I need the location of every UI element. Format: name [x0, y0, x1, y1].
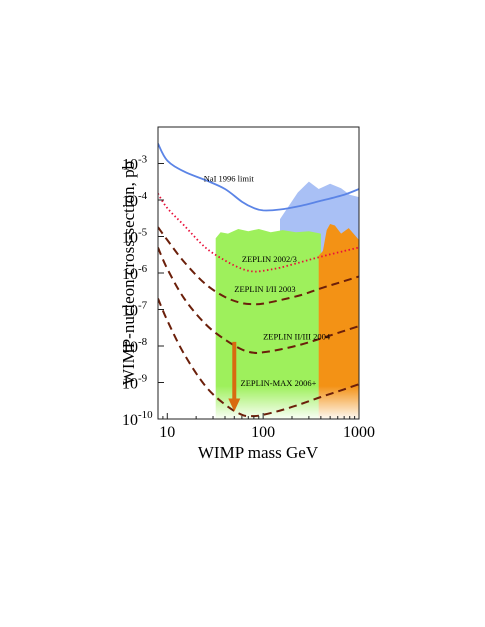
x-tick-label: 10	[159, 424, 175, 441]
curve-annotations: NaI 1996 limit ZEPLIN 2002/3 ZEPLIN I/II 2…	[204, 174, 331, 388]
bottom-fade	[158, 386, 359, 419]
region-2	[318, 224, 359, 419]
x-axis-title: WIMP mass GeV	[198, 443, 319, 462]
annotation-3: ZEPLIN II/III 2004	[263, 332, 331, 342]
y-axis-title: WIMP-nucleon cross-section, pb	[119, 161, 138, 385]
curve-0	[158, 143, 359, 212]
curve-3	[158, 247, 359, 355]
annotation-1: ZEPLIN 2002/3	[242, 254, 297, 264]
y-tick-label: 10-10	[122, 409, 153, 429]
annotation-2: ZEPLIN I/II 2003	[234, 284, 295, 294]
curve-2	[158, 226, 359, 306]
shaded-regions	[215, 181, 359, 419]
x-tick-label: 1000	[343, 424, 375, 441]
x-tick-labels: 10 100 1000	[159, 424, 375, 441]
region-1	[215, 229, 321, 419]
x-tick-label: 100	[251, 424, 275, 441]
annotation-4: ZEPLIN-MAX 2006+	[241, 378, 317, 388]
arrow-head	[228, 398, 241, 412]
curve-1	[158, 193, 359, 273]
sensitivity-arrow	[228, 341, 241, 412]
annotation-0: NaI 1996 limit	[204, 174, 255, 184]
axis-ticks	[157, 163, 360, 420]
